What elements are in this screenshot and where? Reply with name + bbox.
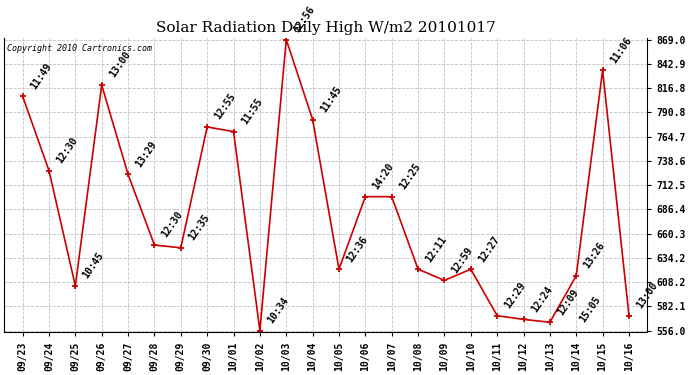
Text: 12:30: 12:30 [55, 135, 79, 165]
Text: 12:25: 12:25 [397, 161, 422, 191]
Text: 10:34: 10:34 [266, 295, 290, 325]
Text: 11:45: 11:45 [318, 84, 343, 114]
Text: 13:00: 13:00 [107, 50, 132, 80]
Text: 12:35: 12:35 [186, 213, 211, 242]
Text: 12:30: 12:30 [160, 210, 185, 240]
Title: Solar Radiation Daily High W/m2 20101017: Solar Radiation Daily High W/m2 20101017 [156, 21, 495, 35]
Text: 11:55: 11:55 [239, 96, 264, 126]
Text: 12:27: 12:27 [476, 234, 502, 264]
Text: 14:20: 14:20 [371, 161, 396, 191]
Text: 13:26: 13:26 [582, 240, 607, 270]
Text: Copyright 2010 Cartronics.com: Copyright 2010 Cartronics.com [8, 44, 152, 52]
Text: 12:36: 12:36 [344, 234, 370, 264]
Text: 12:24: 12:24 [529, 284, 554, 314]
Text: 12:55: 12:55 [213, 92, 238, 122]
Text: 13:29: 13:29 [134, 139, 159, 169]
Text: 12:59: 12:59 [450, 245, 475, 275]
Text: 12:11: 12:11 [424, 234, 448, 264]
Text: 11:06: 11:06 [608, 35, 633, 64]
Text: 12:09: 12:09 [555, 287, 580, 316]
Text: 10:45: 10:45 [81, 251, 106, 280]
Text: 12:56: 12:56 [292, 4, 317, 34]
Text: 13:00: 13:00 [635, 280, 660, 310]
Text: 15:05: 15:05 [578, 294, 602, 324]
Text: 11:49: 11:49 [28, 61, 53, 91]
Text: 12:29: 12:29 [503, 280, 528, 310]
